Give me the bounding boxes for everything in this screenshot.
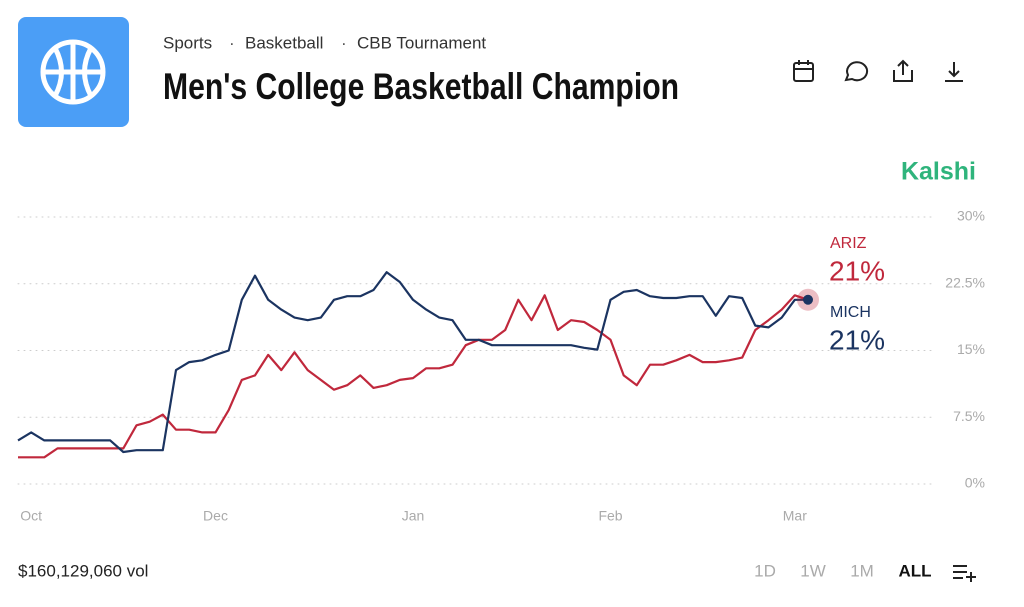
x-tick-label: Feb [598,508,622,524]
legend-value: 21% [829,324,885,355]
toolbar [793,59,963,82]
legend-value: 21% [829,255,885,286]
end-point [803,294,813,305]
chart: 0% 7.5% 15% 22.5% 30% Oct Dec Jan Feb Mar ARIZ 21% M… [17,208,985,524]
volume: $160,129,060 vol [18,561,148,580]
separator: · [229,33,235,52]
add-to-list-button[interactable] [953,565,976,582]
separator: · [341,33,347,52]
series-line [17,271,808,454]
range-button[interactable]: 1W [800,561,826,580]
y-tick-label: 0% [965,475,985,491]
download-button[interactable] [945,62,963,82]
y-tick-label: 30% [957,208,985,224]
legend-name: MICH [830,304,871,321]
market-title: Men's College Basketball Champion [163,66,679,107]
series-line [18,294,809,459]
breadcrumb[interactable]: CBB Tournament [357,33,486,52]
breadcrumb[interactable]: Basketball [245,33,323,52]
calendar-button[interactable] [793,60,814,82]
y-tick-label: 22.5% [945,274,985,290]
y-tick-label: 15% [957,341,985,357]
brand: Kalshi [901,158,976,186]
x-tick-label: Dec [203,508,228,524]
basketball-glyph [40,39,106,105]
range-button[interactable]: 1M [850,561,874,580]
x-tick-label: Oct [20,508,42,524]
share-button[interactable] [893,59,913,82]
x-tick-label: Jan [402,508,425,524]
breadcrumb[interactable]: Sports [163,33,212,52]
legend-name: ARIZ [830,235,867,252]
x-tick-label: Mar [783,508,807,524]
range-button[interactable]: ALL [898,561,931,580]
comment-button[interactable] [844,61,869,82]
y-tick-label: 7.5% [953,408,985,424]
range-button[interactable]: 1D [754,561,776,580]
